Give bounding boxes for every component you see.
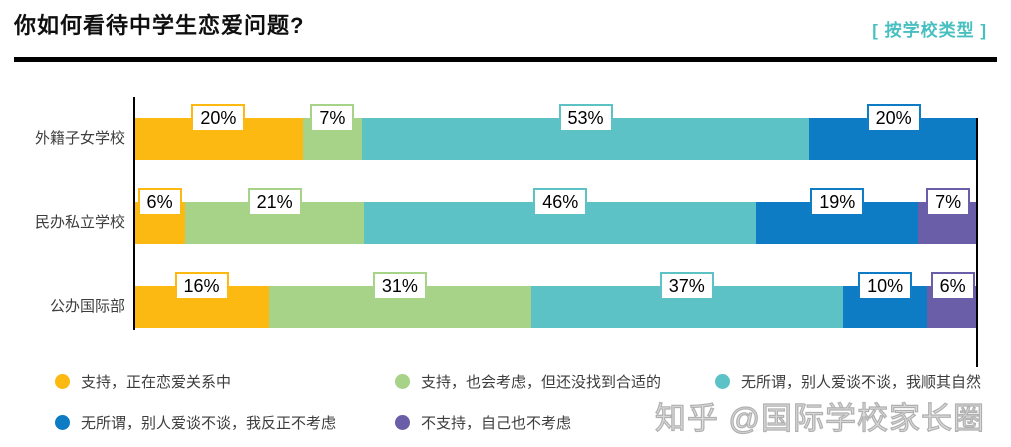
bar-segment: 16% [134,272,270,328]
bar-segment: 10% [842,272,928,328]
bar-segment-label: 20% [191,104,246,132]
bar-segment: 7% [302,104,362,160]
bar-segment: 37% [530,272,843,328]
bar-segment: 21% [185,188,365,244]
bar-segment: 20% [134,104,303,160]
bar-segment: 53% [361,104,810,160]
category-label: 民办私立学校 [34,214,125,231]
bar-segment-label: 31% [372,272,427,300]
bar-segment-label: 16% [174,272,229,300]
page-title: 你如何看待中学生恋爱问题? [14,13,305,38]
legend-item: 支持，正在恋爱关系中 [55,371,395,392]
legend-item: 无所谓，别人爱谈不谈，我顺其自然 [715,371,995,392]
category-label: 公办国际部 [49,298,125,315]
legend-item: 无所谓，别人爱谈不谈，我反正不考虑 [55,412,395,433]
bar-segment-label: 20% [866,104,921,132]
legend-dot-icon [55,374,70,389]
bar-row: 20% 7% 53% 20% [134,104,978,160]
legend-dot-icon [715,374,730,389]
bar-segment-label: 7% [926,188,971,216]
bar-segment: 46% [364,188,757,244]
watermark: 知乎 @国际学校家长圈 [654,400,985,436]
legend-label: 不支持，自己也不考虑 [421,415,572,432]
bar-row: 16% 31% 37% 10% 6% [134,272,978,328]
bar-row: 6% 21% 46% 19% 7% [134,188,978,244]
bar-segment-label: 6% [930,272,975,300]
bar-segment-label: 53% [558,104,613,132]
legend-dot-icon [55,415,70,430]
bar-segment: 19% [756,188,919,244]
category-label: 外籍子女学校 [34,130,125,147]
legend: 支持，正在恋爱关系中 支持，也会考虑，但还没找到合适的 无所谓，别人爱谈不谈，我顺其… [55,371,995,433]
bar-segment: 6% [134,188,186,244]
bar-segment: 6% [927,272,978,328]
legend-label: 支持，正在恋爱关系中 [81,374,232,391]
title-divider [14,57,997,62]
legend-item: 不支持，自己也不考虑 [395,412,715,433]
bar-segment-label: 19% [810,188,865,216]
bar-segment-label: 7% [310,104,355,132]
left-axis-line [133,97,135,330]
legend-item: 支持，也会考虑，但还没找到合适的 [395,371,715,392]
legend-dot-icon [395,415,410,430]
filter-by-school-type-label: [ 按学校类型 ] [872,21,987,40]
legend-dot-icon [395,374,410,389]
right-axis-line [976,118,978,367]
bar-segment-label: 6% [137,188,182,216]
bar-segment: 7% [918,188,978,244]
bar-segment-label: 21% [247,188,302,216]
bar-segment-label: 10% [858,272,913,300]
bar-segment: 31% [269,272,531,328]
legend-label: 支持，也会考虑，但还没找到合适的 [421,374,662,391]
bar-segment-label: 37% [659,272,714,300]
legend-label: 无所谓，别人爱谈不谈，我顺其自然 [741,374,982,391]
bar-segment-label: 46% [533,188,588,216]
legend-label: 无所谓，别人爱谈不谈，我反正不考虑 [81,415,337,432]
bar-segment: 20% [809,104,978,160]
